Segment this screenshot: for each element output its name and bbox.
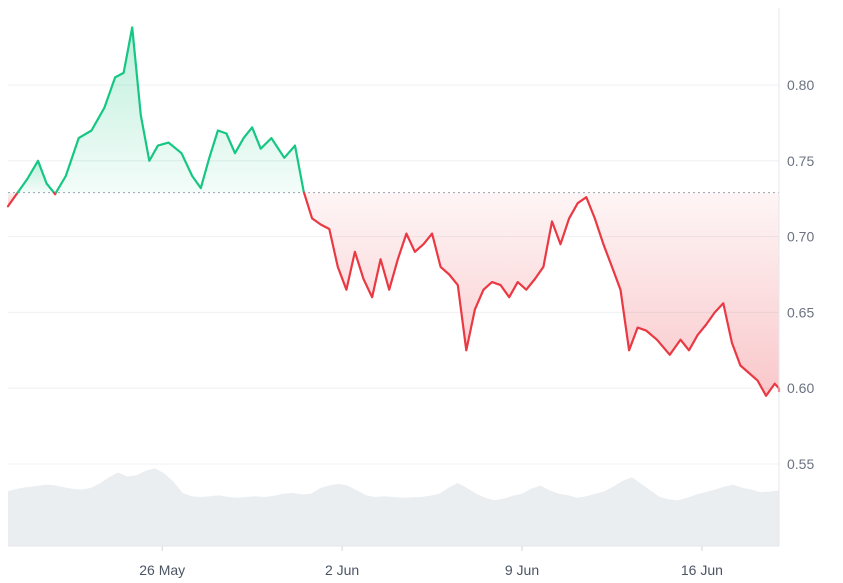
area-below-baseline (304, 192, 779, 396)
price-line-below (6, 191, 19, 208)
volume-area (8, 468, 779, 546)
area-fills (8, 27, 779, 396)
y-tick-label: 0.65 (787, 304, 814, 320)
price-line-above (16, 159, 55, 194)
price-lines (6, 26, 781, 397)
price-line-above (54, 26, 306, 194)
y-tick-label: 0.60 (787, 380, 814, 396)
volume-area-path (8, 468, 779, 546)
x-tick-label: 16 Jun (681, 562, 723, 578)
y-tick-label: 0.75 (787, 153, 814, 169)
y-tick-label: 0.80 (787, 77, 814, 93)
y-tick-label: 0.70 (787, 229, 814, 245)
x-tick-label: 26 May (139, 562, 185, 578)
area-above-baseline (17, 160, 54, 193)
y-tick-label: 0.55 (787, 456, 814, 472)
x-tick-label: 9 Jun (505, 562, 539, 578)
y-axis: 0.55 0.60 0.65 0.70 0.75 0.80 (787, 77, 814, 472)
area-above-baseline (56, 27, 304, 193)
price-line-below (302, 191, 781, 397)
x-axis: 26 May 2 Jun 9 Jun 16 Jun (139, 546, 723, 578)
x-tick-label: 2 Jun (325, 562, 359, 578)
